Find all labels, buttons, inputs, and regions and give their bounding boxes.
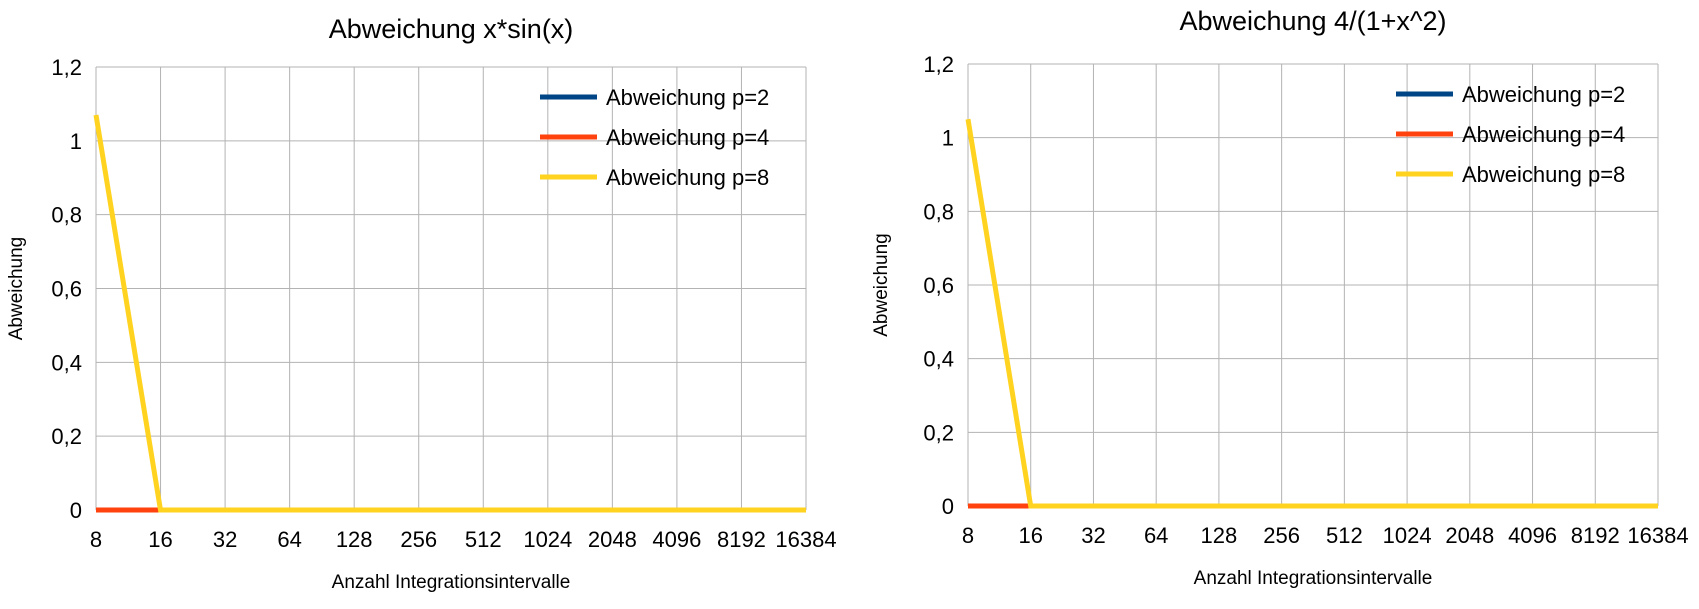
y-tick-label: 1 [942, 126, 954, 151]
x-tick-label: 128 [336, 527, 373, 552]
x-tick-label: 256 [400, 527, 437, 552]
y-tick-label: 0,6 [923, 273, 954, 298]
x-axis-label: Anzahl Integrationsintervalle [1194, 568, 1433, 589]
x-tick-label: 16 [1018, 523, 1042, 548]
chart-1: Abweichung x*sin(x)00,20,40,60,811,28 16 3… [6, 14, 837, 593]
y-tick-label: 0,2 [923, 420, 954, 445]
legend: Abweichung p=2 Abweichung p=4 Abweichung p… [540, 85, 769, 190]
x-tick-label: 512 [1326, 523, 1363, 548]
x-tick-label: 8192 [717, 527, 766, 552]
legend-label: Abweichung p=8 [1462, 162, 1625, 187]
y-tick-label: 0,6 [51, 277, 82, 302]
x-tick-label: 512 [465, 527, 502, 552]
y-tick-label: 0,2 [51, 424, 82, 449]
x-tick-label: 2048 [1445, 523, 1494, 548]
y-tick-label: 0,8 [923, 199, 954, 224]
x-tick-label: 64 [1144, 523, 1168, 548]
x-tick-label: 128 [1201, 523, 1238, 548]
y-axis-label: Abweichung [6, 237, 27, 341]
x-axis-label: Anzahl Integrationsintervalle [332, 572, 571, 593]
y-tick-label: 0,4 [51, 350, 82, 375]
y-tick-label: 0,8 [51, 203, 82, 228]
legend-label: Abweichung p=4 [1462, 122, 1625, 147]
legend: Abweichung p=2 Abweichung p=4 Abweichung p… [1396, 82, 1625, 187]
legend-label: Abweichung p=4 [606, 125, 769, 150]
series-line-3 [965, 118, 1658, 509]
legend-label: Abweichung p=8 [606, 165, 769, 190]
y-tick-label: 0 [70, 498, 82, 523]
y-tick-label: 1 [70, 129, 82, 154]
x-tick-label: 256 [1263, 523, 1300, 548]
x-tick-label: 4096 [652, 527, 701, 552]
x-tick-label: 8 [962, 523, 974, 548]
chart-title: Abweichung 4/(1+x^2) [1179, 6, 1446, 36]
x-tick-label: 32 [213, 527, 237, 552]
x-tick-label: 16384 [775, 527, 836, 552]
x-tick-label: 32 [1081, 523, 1105, 548]
y-tick-label: 0,4 [923, 347, 954, 372]
chart-2: Abweichung 4/(1+x^2) 0 0,2 0,4 0,6 0,8 1 1,2 8 16… [871, 6, 1689, 589]
x-tick-label: 8 [90, 527, 102, 552]
chart-title: Abweichung x*sin(x) [329, 14, 574, 44]
x-tick-label: 64 [277, 527, 301, 552]
y-tick-label: 0 [942, 494, 954, 519]
x-tick-label: 16 [148, 527, 172, 552]
y-axis-label: Abweichung [871, 233, 892, 337]
y-tick-label: 1,2 [923, 52, 954, 77]
x-tick-label: 16384 [1627, 523, 1688, 548]
x-tick-label: 1024 [523, 527, 572, 552]
y-tick-label: 1,2 [51, 55, 82, 80]
x-tick-label: 2048 [588, 527, 637, 552]
x-tick-label: 4096 [1508, 523, 1557, 548]
legend-label: Abweichung p=2 [1462, 82, 1625, 107]
x-tick-label: 1024 [1383, 523, 1432, 548]
legend-label: Abweichung p=2 [606, 85, 769, 110]
series-line-3 [93, 114, 806, 513]
x-tick-label: 8192 [1571, 523, 1620, 548]
